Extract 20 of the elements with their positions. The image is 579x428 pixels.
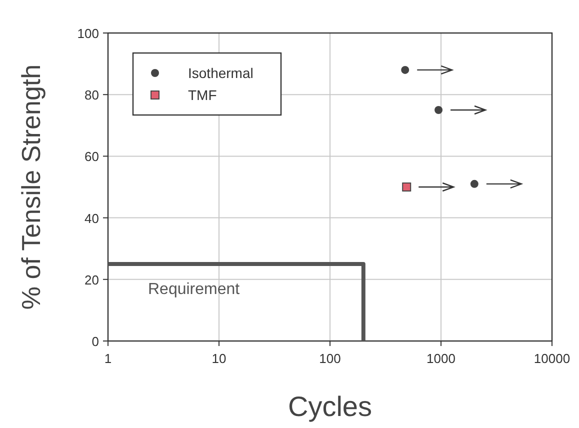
series-label: Requirement [148, 281, 240, 298]
y-axis-title: % of Tensile Strength [16, 64, 46, 310]
x-tick-label: 1000 [426, 351, 456, 366]
y-tick-label: 0 [92, 334, 99, 349]
y-tick-label: 40 [84, 210, 99, 226]
point [470, 180, 478, 188]
point [401, 66, 410, 74]
y-tick-label: 80 [84, 88, 99, 103]
x-tick-label: 100 [319, 351, 341, 366]
x-tick-label: 10000 [534, 351, 570, 366]
y-tick-label: 60 [84, 149, 99, 164]
x-axis-title: Cycles [288, 391, 372, 422]
y-tick-label: 100 [77, 26, 99, 41]
x-tick-label: 1 [104, 351, 112, 366]
point [434, 106, 443, 114]
x-tick-label: 10 [212, 351, 226, 366]
y-tick-label: 20 [84, 272, 99, 288]
legend-label: TMF [188, 87, 217, 103]
legend-label: Isothermal [188, 65, 254, 81]
point [402, 182, 412, 192]
